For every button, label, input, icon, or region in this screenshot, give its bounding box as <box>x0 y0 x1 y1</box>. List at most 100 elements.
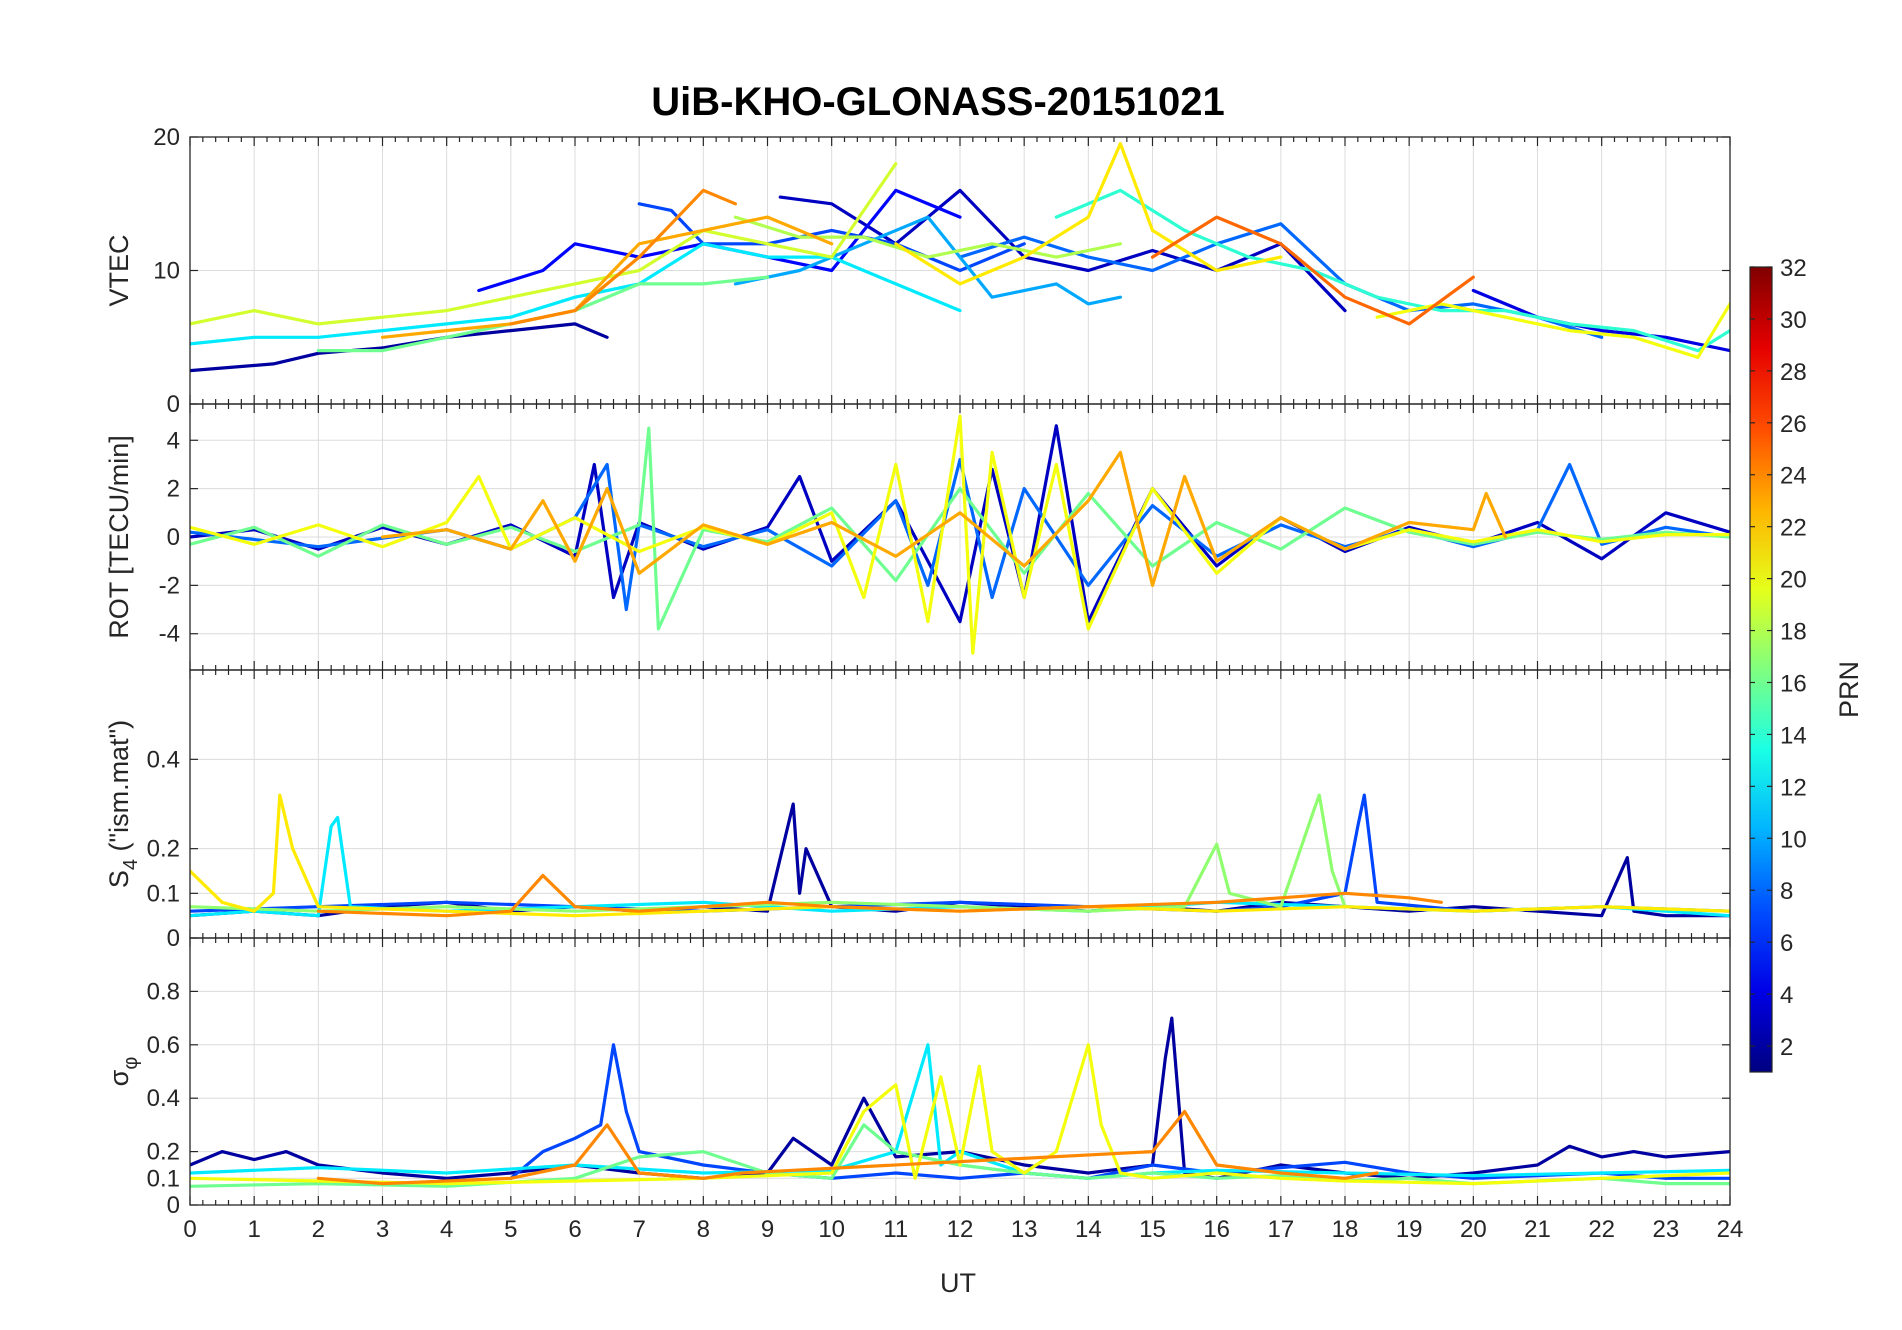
colorbar-tick-label: 6 <box>1780 930 1793 957</box>
series-line-prn-21 <box>894 142 1283 286</box>
x-tick-label: 19 <box>1396 1216 1423 1243</box>
series-line-prn-23 <box>380 450 1508 588</box>
y-tick-label: 10 <box>153 258 180 285</box>
colorbar-tick-label: 12 <box>1780 774 1807 801</box>
series-group <box>190 793 1730 918</box>
axes-box <box>189 937 1731 1206</box>
chart-title: UiB-KHO-GLONASS-20151021 <box>651 80 1225 124</box>
colorbar-tick-label: 22 <box>1780 515 1807 542</box>
x-tick-label: 3 <box>376 1216 389 1243</box>
y-axis-label: S4 ("ism.mat") <box>104 720 142 888</box>
series-line-prn-19 <box>190 162 898 326</box>
colorbar-tick-label: 10 <box>1780 826 1807 853</box>
y-axis-label: VTEC <box>104 234 134 306</box>
panel-2: -4 -2 0 2 4 ROT [TECU/min] <box>104 403 1731 671</box>
y-label-sub: φ <box>120 1057 142 1070</box>
x-tick-label: 21 <box>1524 1216 1551 1243</box>
series-line-prn-20 <box>190 414 1730 655</box>
y-tick-label: 0.4 <box>147 1085 180 1112</box>
y-tick-label: 2 <box>167 476 180 503</box>
series-line-prn-24 <box>316 873 1443 918</box>
colorbar-tick-label: 26 <box>1780 411 1807 438</box>
colorbar-gradient <box>1749 266 1773 1073</box>
colorbar-tick-label: 2 <box>1780 1034 1793 1061</box>
colorbar-tick-label: 24 <box>1780 463 1807 490</box>
series-line-prn-25 <box>1150 215 1475 326</box>
y-tick-label: 0.8 <box>147 978 180 1005</box>
colorbar-tick-label: 18 <box>1780 619 1807 646</box>
y-tick-label: 0.2 <box>147 1139 180 1166</box>
colorbar-tick-label: 8 <box>1780 878 1793 905</box>
x-tick-label: 4 <box>440 1216 453 1243</box>
series-line-prn-16 <box>190 426 1730 631</box>
x-tick-label: 0 <box>183 1216 196 1243</box>
x-tick-label: 6 <box>568 1216 581 1243</box>
y-tick-label: 0 <box>167 1192 180 1219</box>
x-tick-label: 10 <box>818 1216 845 1243</box>
series-line-prn-21 <box>190 793 1730 918</box>
x-tick-label: 14 <box>1075 1216 1102 1243</box>
x-tick-label: 16 <box>1203 1216 1230 1243</box>
y-tick-label: -2 <box>159 572 180 599</box>
y-tick-label: 4 <box>167 427 180 454</box>
series-line-prn-8 <box>958 222 1604 339</box>
x-tick-label: 12 <box>947 1216 974 1243</box>
y-label-rest: ("ism.mat") <box>104 720 134 859</box>
y-tick-label: 20 <box>153 124 180 151</box>
series-group <box>190 414 1730 655</box>
x-tick-label: 2 <box>312 1216 325 1243</box>
y-label-main: σ <box>104 1069 134 1086</box>
x-tick-label: 8 <box>697 1216 710 1243</box>
colorbar-tick-label: 32 <box>1780 255 1807 282</box>
y-tick-label: 0.2 <box>147 836 180 863</box>
y-tick-label: 0.1 <box>147 880 180 907</box>
colorbar-tick-label: 14 <box>1780 722 1807 749</box>
series-line-prn-24 <box>509 188 738 326</box>
x-tick-label: 15 <box>1139 1216 1166 1243</box>
colorbar-tick-label: 20 <box>1780 567 1807 594</box>
series-line-prn-14 <box>1054 188 1730 353</box>
x-tick-label: 18 <box>1332 1216 1359 1243</box>
panel-1: 0 10 20 VTEC <box>104 124 1731 418</box>
series-group <box>190 142 1730 373</box>
series-line-prn-16 <box>316 275 770 353</box>
y-label-sub: 4 <box>120 859 142 870</box>
series-line-prn-7 <box>509 1043 1730 1180</box>
series-line-prn-10 <box>733 215 1123 306</box>
y-tick-label: 0.4 <box>147 746 180 773</box>
series-line-prn-4 <box>1471 288 1730 353</box>
panel-3: 00.10.20.4S4 ("ism.mat") <box>104 669 1731 952</box>
y-tick-label: 0 <box>167 391 180 418</box>
x-tick-label: 20 <box>1460 1216 1487 1243</box>
colorbar-label: PRN <box>1834 661 1864 718</box>
series-line-prn-23 <box>380 215 834 339</box>
colorbar-tick-label: 28 <box>1780 359 1807 386</box>
colorbar-tick-label: 16 <box>1780 670 1807 697</box>
y-axis-label: σφ <box>104 1057 142 1087</box>
series-group <box>190 1016 1730 1188</box>
y-label-main: S <box>104 870 134 888</box>
y-tick-label: 0 <box>167 524 180 551</box>
y-axis-label: ROT [TECU/min] <box>104 435 134 639</box>
x-tick-label: 5 <box>504 1216 517 1243</box>
y-tick-label: 0 <box>167 925 180 952</box>
panel-4: 00.10.2 0.4 0.6 0.8 σφ <box>104 937 1731 1219</box>
x-tick-label: 17 <box>1267 1216 1294 1243</box>
y-tick-label: 0.1 <box>147 1165 180 1192</box>
x-tick-label: 9 <box>761 1216 774 1243</box>
y-tick-label: 0.6 <box>147 1032 180 1059</box>
colorbar-tick-label: 4 <box>1780 982 1793 1009</box>
x-tick-label: 22 <box>1588 1216 1615 1243</box>
x-tick-label: 13 <box>1011 1216 1038 1243</box>
series-line-prn-24 <box>316 1109 1379 1186</box>
series-line-prn-2 <box>190 1016 1730 1180</box>
x-axis-label: UT <box>940 1268 976 1298</box>
x-tick-label: 7 <box>632 1216 645 1243</box>
x-tick-label: 1 <box>247 1216 260 1243</box>
x-tick-label: 23 <box>1652 1216 1679 1243</box>
x-tick-label: 11 <box>883 1216 908 1243</box>
x-tick-label: 24 <box>1717 1216 1744 1243</box>
